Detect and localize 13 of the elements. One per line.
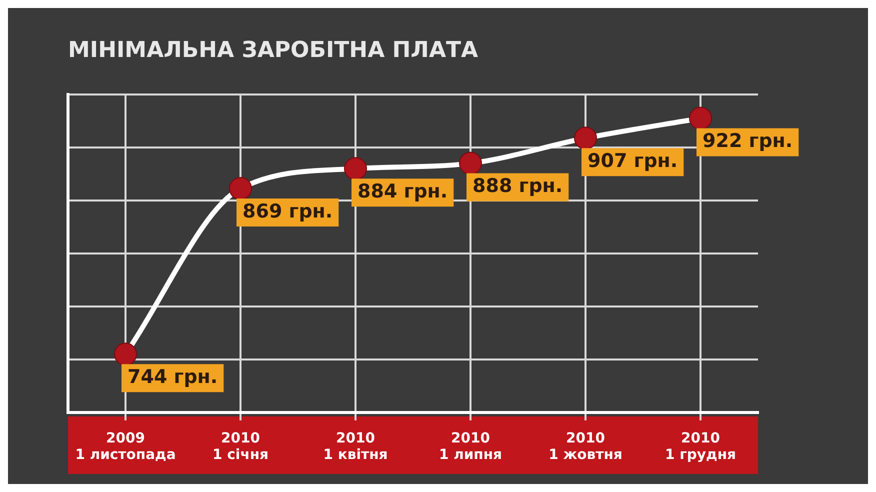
data-label: 744 грн. (128, 366, 218, 388)
x-tick-label: 2009 1 листопада (75, 430, 176, 464)
x-tick-label: 2010 1 січня (212, 430, 268, 464)
data-label: 884 грн. (358, 180, 448, 203)
x-tick-label: 2010 1 квітня (323, 430, 388, 464)
chart-title: МІНІМАЛЬНА ЗАРОБІТНА ПЛАТА (68, 38, 478, 63)
x-tick-label: 2010 1 грудня (664, 430, 736, 464)
x-tick-label: 2010 1 липня (438, 430, 502, 464)
data-label: 922 грн. (702, 130, 793, 152)
data-label: 869 грн. (242, 200, 333, 222)
data-label: 888 грн. (472, 175, 563, 198)
data-label: 907 грн. (588, 150, 678, 172)
x-tick-label: 2010 1 жовтня (548, 430, 622, 464)
